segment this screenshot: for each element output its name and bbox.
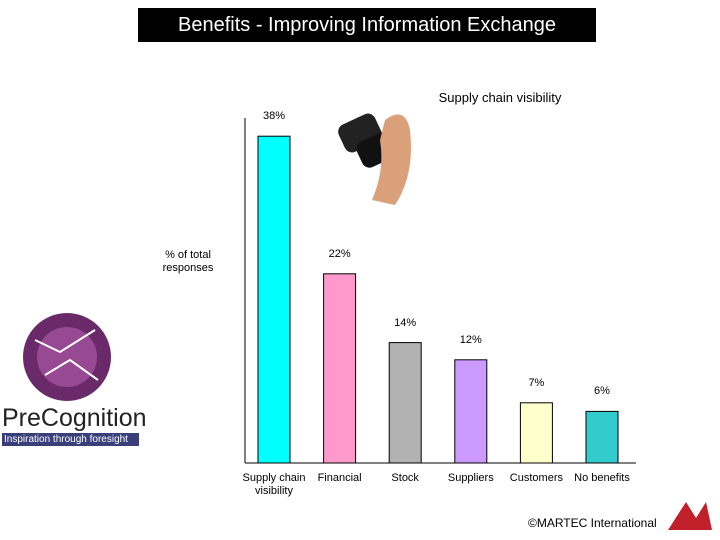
bar	[454, 359, 488, 464]
value-label: 14%	[394, 316, 417, 329]
brand-tagline: Inspiration through foresight	[2, 433, 139, 446]
bar	[585, 410, 619, 464]
bar	[388, 342, 422, 464]
x-tick-label: Stock	[391, 472, 419, 484]
x-tick-label: Customers	[509, 472, 563, 484]
value-label: 38%	[262, 110, 286, 123]
logo-globe-glow	[37, 327, 97, 387]
chart-subtitle: Supply chain visibility	[438, 90, 562, 105]
bar	[519, 402, 553, 464]
logo-lightning	[34, 329, 99, 381]
bar	[257, 135, 291, 464]
brand-name: PreCognition	[2, 404, 147, 432]
value-label: 6%	[594, 385, 610, 398]
binoculars-illustration	[338, 113, 411, 205]
x-tick-label: No benefits	[574, 472, 630, 484]
x-tick-label: Supply chain visibility	[242, 472, 306, 497]
slide-title: Benefits - Improving Information Exchang…	[138, 8, 596, 42]
martec-logo	[668, 502, 712, 530]
x-tick-label: Suppliers	[447, 472, 494, 484]
value-label: 22%	[328, 247, 351, 260]
y-axis-label: % of total responses	[162, 249, 214, 274]
bar	[323, 273, 357, 464]
copyright: ©MARTEC International	[528, 516, 657, 530]
x-tick-label: Financial	[317, 472, 362, 484]
value-label: 7%	[528, 376, 545, 389]
value-label: 12%	[459, 333, 482, 346]
